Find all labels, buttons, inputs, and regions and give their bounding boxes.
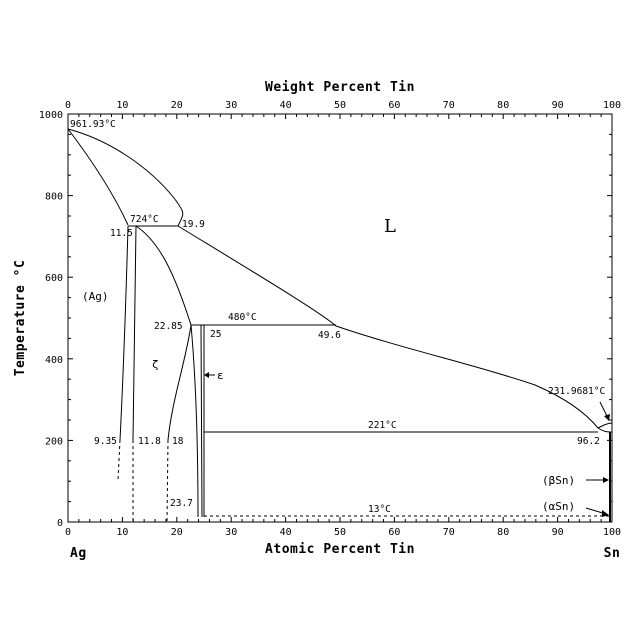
peritectic-480-label: 480°C [228,312,257,323]
x-tick-label: 50 [334,527,346,538]
composition-96-2-label: 96.2 [577,436,600,447]
zeta-epsilon-boundary [191,325,198,517]
top-tick-label: 60 [388,100,400,111]
y-tick-label: 600 [45,273,63,284]
plot-frame [68,114,612,522]
top-tick-label: 20 [171,100,183,111]
sn-liquidus-curve [598,423,612,428]
top-tick-label: 70 [443,100,455,111]
ag-solvus-dashed [118,440,120,480]
y-tick-label: 400 [45,355,63,366]
epsilon-arrow [204,372,215,378]
zeta-upper-boundary [136,226,191,325]
sn-melt-arrow [600,402,610,421]
composition-19-9-label: 19.9 [182,219,205,230]
bottom-axis-title: Atomic Percent Tin [265,542,415,557]
y-tick-label: 800 [45,192,63,203]
epsilon-phase-label: ε [217,369,224,382]
corner-label-sn: Sn [604,546,621,561]
composition-11-8-label: 11.8 [138,436,161,447]
composition-23-7-label: 23.7 [170,498,193,509]
x-tick-label: 80 [497,527,509,538]
composition-9-35-label: 9.35 [94,436,117,447]
x-tick-label: 70 [443,527,455,538]
sn-solidus-curve [598,428,612,432]
y-tick-label: 1000 [39,110,63,121]
ag-phase-label: (Ag) [82,290,109,303]
zeta-left-boundary [133,226,136,440]
top-tick-label: 40 [280,100,292,111]
peritectic-724-label: 724°C [130,214,159,225]
zeta-phase-label: ζ [152,358,159,371]
y-tick-label: 200 [45,436,63,447]
x-tick-label: 60 [388,527,400,538]
alpha-sn-phase-label: (αSn) [542,500,575,513]
ag-solvus-curve [120,226,128,440]
x-tick-label: 10 [116,527,128,538]
liquidus-curve [68,129,598,428]
x-tick-label: 40 [280,527,292,538]
transition-13-label: 13°C [368,504,391,515]
x-tick-label: 30 [225,527,237,538]
top-axis-title: Weight Percent Tin [265,80,415,95]
epsilon-left-boundary [201,325,202,517]
beta-sn-arrow [586,477,609,483]
eutectic-221-label: 221°C [368,420,397,431]
beta-sn-phase-label: (βSn) [542,474,575,487]
left-axis-title: Temperature °C [13,260,28,377]
top-tick-label: 30 [225,100,237,111]
liquid-phase-label: L [384,216,396,237]
top-tick-label: 80 [497,100,509,111]
composition-11-5-label: 11.5 [110,228,133,239]
zeta-right-boundary [168,325,191,440]
top-tick-label: 100 [603,100,621,111]
composition-49-6-label: 49.6 [318,330,341,341]
x-tick-label: 20 [171,527,183,538]
top-tick-label: 50 [334,100,346,111]
axis-ticks: 0102030405060708090100010203040506070809… [39,100,621,538]
ag-melting-point-label: 961.93°C [70,119,116,130]
composition-22-85-label: 22.85 [154,321,183,332]
composition-25-label: 25 [210,329,221,340]
corner-label-ag: Ag [70,546,87,561]
top-tick-label: 10 [116,100,128,111]
solidus-ag-curve [68,129,128,225]
x-tick-label: 90 [552,527,564,538]
x-tick-label: 100 [603,527,621,538]
sn-melting-point-label: 231.9681°C [548,386,605,397]
composition-18-label: 18 [172,436,184,447]
x-tick-label: 0 [65,527,71,538]
top-tick-label: 90 [552,100,564,111]
y-tick-label: 0 [57,518,63,529]
top-tick-label: 0 [65,100,71,111]
zeta-right-dashed [167,440,168,522]
